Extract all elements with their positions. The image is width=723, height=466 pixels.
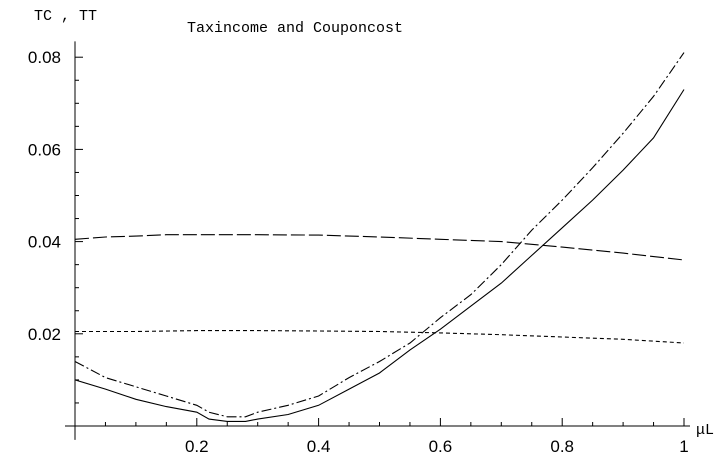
x-axis-title: μL xyxy=(696,422,714,439)
x-tick-label: 1 xyxy=(679,437,688,456)
x-tick-label: 0.8 xyxy=(550,437,574,456)
y-tick-label: 0.08 xyxy=(28,48,61,67)
y-tick-label: 0.04 xyxy=(28,233,61,252)
ticks: 0.2 0.4 0.6 0.8 1 0.02 0.04 0.06 0.08 xyxy=(28,48,689,456)
x-tick-label: 0.4 xyxy=(307,437,331,456)
x-tick-label: 0.2 xyxy=(185,437,209,456)
series-line-3-long-dash xyxy=(74,234,685,261)
y-tick-label: 0.02 xyxy=(28,325,61,344)
y-axis-title: TC , TT xyxy=(34,8,97,25)
axes xyxy=(65,41,690,440)
series-line-1-solid xyxy=(74,89,685,422)
chart-title: Taxincome and Couponcost xyxy=(187,20,403,37)
series-group xyxy=(74,52,685,422)
y-tick-label: 0.06 xyxy=(28,140,61,159)
x-tick-label: 0.6 xyxy=(429,437,453,456)
series-line-2-dash-dot xyxy=(74,52,685,418)
series-line-4-short-dash xyxy=(75,330,685,344)
